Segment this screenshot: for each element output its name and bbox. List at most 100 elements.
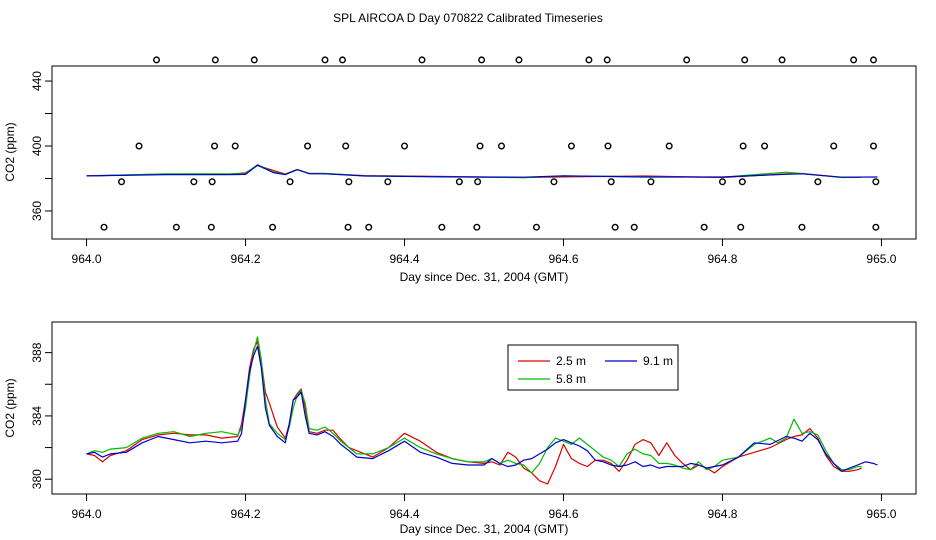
calibration-point [269, 223, 277, 231]
bottom-x-tick-label: 964.6 [548, 507, 578, 521]
calibration-point [401, 142, 409, 150]
calibration-point [738, 178, 746, 186]
calibration-point [761, 142, 769, 150]
calibration-point [418, 56, 426, 64]
calibration-point [515, 56, 523, 64]
calibration-point [850, 56, 858, 64]
top-x-tick-label: 964.8 [707, 252, 737, 266]
bottom-x-tick-label: 965.0 [866, 507, 896, 521]
calibration-point [345, 178, 353, 186]
bottom-x-axis-title: Day since Dec. 31, 2004 (GMT) [400, 522, 569, 536]
calibration-point [739, 142, 747, 150]
bottom-marks [86, 336, 878, 485]
top-x-tick-label: 964.4 [389, 252, 419, 266]
calibration-point [321, 56, 329, 64]
calibration-point [384, 178, 392, 186]
bottom-x-tick-label: 964.0 [72, 507, 102, 521]
calibration-point [250, 56, 258, 64]
calibration-point [869, 56, 877, 64]
calibration-point [231, 142, 239, 150]
calibration-point [339, 56, 347, 64]
calibration-point [737, 223, 745, 231]
bottom-panel: 964.0 964.2 964.4 964.6 964.8 965.0380384388 … [3, 321, 917, 536]
calibration-point [830, 142, 838, 150]
bottom-y-axis-title: CO2 (ppm) [3, 378, 17, 437]
calibration-point [700, 223, 708, 231]
calibration-point [118, 178, 126, 186]
calibration-point [532, 223, 540, 231]
top-marks [86, 56, 880, 231]
bottom-series-5-8-m [86, 336, 862, 474]
calibration-point [718, 178, 726, 186]
calibration-point [344, 223, 352, 231]
bottom-series-9-1-m [86, 345, 878, 472]
calibration-point [585, 56, 593, 64]
calibration-point [683, 56, 691, 64]
legend-box [507, 344, 679, 391]
calibration-point [455, 178, 463, 186]
calibration-point [100, 223, 108, 231]
calibration-point [474, 178, 482, 186]
calibration-point [611, 223, 619, 231]
calibration-point [478, 56, 486, 64]
bottom-x-tick-label: 964.2 [231, 507, 261, 521]
calibration-point [604, 142, 612, 150]
bottom-y-tick-label: 388 [30, 342, 44, 362]
calibration-point [872, 223, 880, 231]
calibration-point [172, 223, 180, 231]
top-x-axis-title: Day since Dec. 31, 2004 (GMT) [400, 270, 569, 284]
calibration-point [872, 178, 880, 186]
calibration-point [741, 56, 749, 64]
top-x-tick-label: 964.6 [548, 252, 578, 266]
calibration-point [473, 223, 481, 231]
calibration-point [211, 142, 219, 150]
calibration-point [869, 142, 877, 150]
bottom-axes: 964.0 964.2 964.4 964.6 964.8 965.0 380 384 388 [30, 342, 897, 521]
figure-title: SPL AIRCOA D Day 070822 Calibrated Times… [333, 11, 603, 25]
calibration-point [497, 142, 505, 150]
calibration-point [665, 142, 673, 150]
calibration-point [778, 56, 786, 64]
calibration-point [208, 178, 216, 186]
legend-label-5-8m: 5.8 m [556, 372, 586, 386]
calibration-point [211, 56, 219, 64]
calibration-point [603, 56, 611, 64]
calibration-point [135, 142, 143, 150]
top-y-tick-label: 400 [30, 136, 44, 156]
legend: 2.5 m 5.8 m 9.1 m [507, 344, 679, 391]
top-series-9-1-m [86, 164, 878, 178]
bottom-y-tick-label: 384 [30, 406, 44, 426]
top-x-tick-label: 965.0 [866, 252, 896, 266]
bottom-series-2-5-m [86, 340, 862, 485]
calibration-point [607, 178, 615, 186]
calibration-point [438, 223, 446, 231]
bottom-plot-frame [51, 321, 917, 495]
top-y-tick-label: 440 [30, 71, 44, 91]
calibration-point [798, 223, 806, 231]
bottom-x-tick-label: 964.4 [389, 507, 419, 521]
calibration-point [153, 56, 161, 64]
top-panel: 964.0 964.2 964.4 964.6 964.8 965.0360400440 … [3, 56, 917, 284]
bottom-y-tick-label: 380 [30, 469, 44, 489]
bottom-x-tick-label: 964.8 [707, 507, 737, 521]
calibration-point [630, 223, 638, 231]
calibration-point [476, 142, 484, 150]
calibration-point [207, 223, 215, 231]
calibration-point [286, 178, 294, 186]
legend-label-2-5m: 2.5 m [556, 354, 586, 368]
calibration-point [814, 178, 822, 186]
calibration-point [342, 142, 350, 150]
calibration-point [567, 142, 575, 150]
top-x-tick-label: 964.2 [231, 252, 261, 266]
top-x-tick-label: 964.0 [72, 252, 102, 266]
legend-label-9-1m: 9.1 m [643, 354, 673, 368]
calibration-point [365, 223, 373, 231]
top-y-axis-title: CO2 (ppm) [3, 122, 17, 181]
calibration-point [647, 178, 655, 186]
top-y-tick-label: 360 [30, 201, 44, 221]
top-plot-frame [51, 65, 917, 240]
calibration-point [304, 142, 312, 150]
calibration-point [190, 178, 198, 186]
top-axes: 964.0 964.2 964.4 964.6 964.8 965.0 360 400 440 [30, 71, 897, 266]
